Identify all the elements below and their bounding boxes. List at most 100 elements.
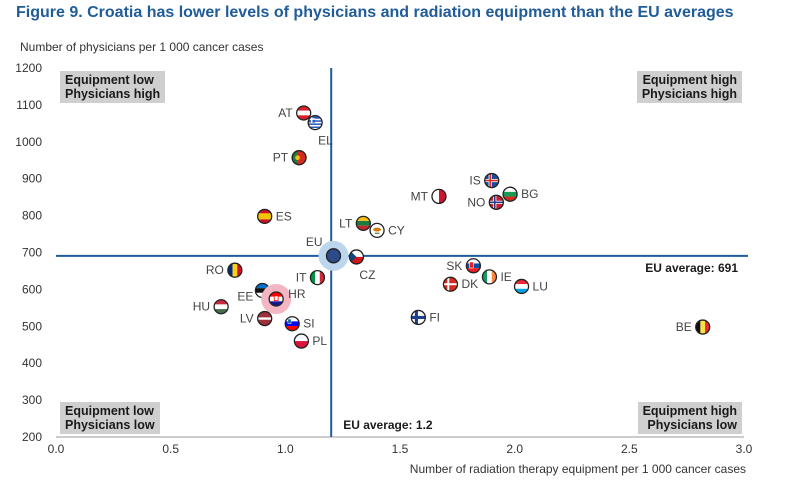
x-tick-label: 1.0 xyxy=(277,442,294,456)
point-marker xyxy=(502,186,518,202)
point-label: FI xyxy=(429,310,440,324)
data-point-lv: LV xyxy=(240,310,273,327)
point-marker xyxy=(369,222,385,239)
point-label: SI xyxy=(303,317,314,331)
point-label: PT xyxy=(273,151,289,165)
flag-cy-icon xyxy=(370,223,385,238)
point-marker xyxy=(309,269,326,286)
point-marker xyxy=(355,215,371,231)
y-tick-label: 1200 xyxy=(15,61,42,75)
eu-average-y-label: EU average: 691 xyxy=(645,261,738,275)
data-point-at: AT xyxy=(278,105,312,121)
flag-lv-icon xyxy=(257,311,272,326)
quadrant-label-bottom-right: Equipment high Physicians low xyxy=(637,402,742,434)
point-label: ES xyxy=(276,209,292,223)
point-label: PL xyxy=(312,334,327,348)
quadrant-label-top-left: Equipment low Physicians high xyxy=(60,71,166,103)
y-axis-title: Number of physicians per 1 000 cancer ca… xyxy=(20,40,264,54)
point-marker xyxy=(348,249,365,265)
point-label: LU xyxy=(533,279,548,293)
reference-lines: EU average: 1.2 EU average: 691 xyxy=(56,68,748,437)
y-tick-label: 200 xyxy=(22,430,42,444)
point-marker xyxy=(481,269,498,285)
point-marker xyxy=(291,150,307,166)
point-label: LT xyxy=(339,216,353,230)
point-marker xyxy=(410,309,426,326)
point-marker xyxy=(268,291,284,307)
flag-is-icon xyxy=(484,173,499,188)
flag-ro-icon xyxy=(227,263,242,278)
y-tick-label: 400 xyxy=(22,356,42,370)
flag-mt-icon xyxy=(431,189,446,204)
point-marker xyxy=(325,248,342,264)
point-label: IE xyxy=(500,270,511,284)
point-marker xyxy=(465,258,482,274)
point-label: CY xyxy=(388,223,405,237)
point-marker xyxy=(284,316,300,332)
y-tick-label: 600 xyxy=(22,282,42,296)
data-point-no: NO xyxy=(467,194,504,210)
point-label: EL xyxy=(318,134,333,148)
quadrant-label-bottom-left: Equipment low Physicians low xyxy=(60,402,160,434)
point-label: HU xyxy=(193,300,210,314)
point-label: AT xyxy=(278,106,293,120)
point-marker xyxy=(293,333,310,349)
y-tick-label: 500 xyxy=(22,319,42,333)
flag-no-icon xyxy=(489,195,504,210)
y-tick-label: 800 xyxy=(22,209,42,223)
data-point-hu: HU xyxy=(193,299,229,315)
x-tick-label: 0.0 xyxy=(48,442,65,456)
data-point-be: BE xyxy=(676,319,711,335)
point-marker xyxy=(307,114,323,131)
flag-hr-icon xyxy=(269,291,284,306)
data-point-sk: SK xyxy=(446,258,482,274)
point-label: EU xyxy=(306,235,323,249)
flag-eu-icon xyxy=(326,248,341,263)
y-tick-label: 300 xyxy=(22,393,42,407)
point-label: LV xyxy=(240,312,254,326)
flag-el-icon xyxy=(308,115,323,130)
figure-title: Figure 9. Croatia has lower levels of ph… xyxy=(16,4,734,21)
data-point-fi: FI xyxy=(410,309,440,326)
flag-pl-icon xyxy=(294,334,309,349)
axes: 0.0 0.5 1.0 1.5 2.0 2.5 3.0 200 300 400 500 600 700 8… xyxy=(15,61,752,456)
data-point-cz: CZ xyxy=(348,249,375,282)
point-marker xyxy=(695,319,711,335)
point-label: BG xyxy=(521,187,538,201)
data-points: AT EL PT ES IS BG MT NO LT CY EU CZ SK IE DK LU RO IT EE HR… xyxy=(193,105,711,349)
y-tick-label: 900 xyxy=(22,172,42,186)
flag-fi-icon xyxy=(411,310,426,325)
point-label: MT xyxy=(411,189,429,203)
point-label: NO xyxy=(467,195,485,209)
point-marker xyxy=(513,278,530,295)
point-label: SK xyxy=(446,259,462,273)
x-axis-title: Number of radiation therapy equipment pe… xyxy=(409,462,746,476)
data-point-el: EL xyxy=(307,114,333,148)
point-marker xyxy=(257,208,273,224)
flag-lu-icon xyxy=(514,279,529,294)
flag-lt-icon xyxy=(356,216,371,231)
flag-at-icon xyxy=(296,106,311,121)
quadrant-label-top-right: Equipment high Physicians high xyxy=(636,71,742,103)
data-point-ie: IE xyxy=(481,269,512,285)
data-point-pt: PT xyxy=(273,150,307,166)
x-tick-label: 3.0 xyxy=(736,442,753,456)
x-tick-label: 2.5 xyxy=(621,442,638,456)
flag-si-icon xyxy=(285,316,300,331)
point-label: HR xyxy=(288,287,306,301)
flag-es-icon xyxy=(257,209,272,224)
point-label: CZ xyxy=(359,268,375,282)
data-point-pl: PL xyxy=(293,333,327,349)
x-tick-label: 2.0 xyxy=(506,442,523,456)
flag-bg-icon xyxy=(503,187,518,202)
data-point-lt: LT xyxy=(339,215,371,231)
point-label: IT xyxy=(296,271,307,285)
y-tick-label: 1000 xyxy=(15,135,42,149)
data-point-si: SI xyxy=(284,316,315,332)
data-point-dk: DK xyxy=(442,276,478,292)
point-label: RO xyxy=(206,263,224,277)
data-point-lu: LU xyxy=(513,278,548,295)
data-point-cy: CY xyxy=(369,222,405,239)
y-tick-label: 1100 xyxy=(16,98,42,112)
